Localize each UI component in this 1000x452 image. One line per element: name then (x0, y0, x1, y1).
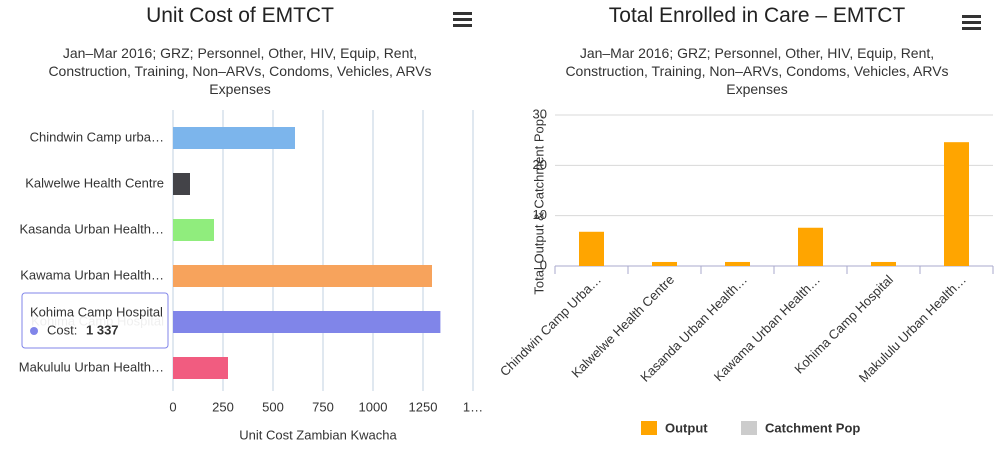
y-tick-label: Chindwin Camp urba… (30, 129, 164, 144)
y-tick-label: 20 (533, 157, 547, 172)
tooltip-title: Kohima Camp Hospital (30, 304, 163, 319)
x-tick-label: 250 (212, 399, 234, 414)
bar (173, 265, 432, 287)
y-tick-label: Kawama Urban Health… (20, 267, 164, 282)
x-tick-label: 1… (463, 399, 483, 414)
bar (871, 261, 896, 266)
bar (173, 311, 441, 333)
x-tick-label: 750 (312, 399, 334, 414)
bar (173, 127, 295, 149)
legend-label: Catchment Pop (765, 420, 860, 435)
y-axis-title: Total Output & Catchment Pop. (531, 115, 546, 294)
x-axis-title: Unit Cost Zambian Kwacha (239, 427, 397, 442)
x-tick-label: 0 (169, 399, 176, 414)
bar (173, 173, 190, 195)
legend-swatch (641, 421, 657, 435)
chart-title: Total Enrolled in Care – EMTCT (608, 4, 906, 27)
x-tick-label: 1000 (359, 399, 388, 414)
x-tick-label: 1250 (409, 399, 438, 414)
x-tick-label: 500 (262, 399, 284, 414)
bar (173, 357, 228, 379)
tooltip-value: 1 337 (86, 322, 119, 337)
y-tick-label: 10 (533, 207, 547, 222)
bar (944, 142, 969, 266)
y-tick-label: Makululu Urban Health… (19, 359, 164, 374)
legend-label: Output (665, 420, 708, 435)
bar (579, 231, 604, 266)
y-tick-label: Kalwelwe Health Centre (25, 175, 164, 190)
bar (652, 261, 677, 266)
tooltip-box (21, 292, 169, 349)
y-tick-label: 0 (540, 257, 547, 272)
bar (173, 219, 214, 241)
chart-subtitle: Jan–Mar 2016; GRZ; Personnel, Other, HIV… (48, 45, 432, 97)
y-tick-label: 30 (533, 106, 547, 121)
tooltip-marker (30, 327, 38, 335)
chart-subtitle: Jan–Mar 2016; GRZ; Personnel, Other, HIV… (565, 45, 949, 97)
y-tick-label: Kasanda Urban Health… (19, 221, 164, 236)
bar (798, 227, 823, 266)
tooltip: Kohima Camp Hospital Cost: 1 337 (21, 292, 169, 349)
tooltip-label: Cost: (47, 322, 77, 337)
bar (725, 261, 750, 266)
chart-title: Unit Cost of EMTCT (146, 4, 334, 27)
legend-swatch (741, 421, 757, 435)
menu-button[interactable] (962, 15, 981, 30)
menu-button[interactable] (453, 12, 472, 27)
